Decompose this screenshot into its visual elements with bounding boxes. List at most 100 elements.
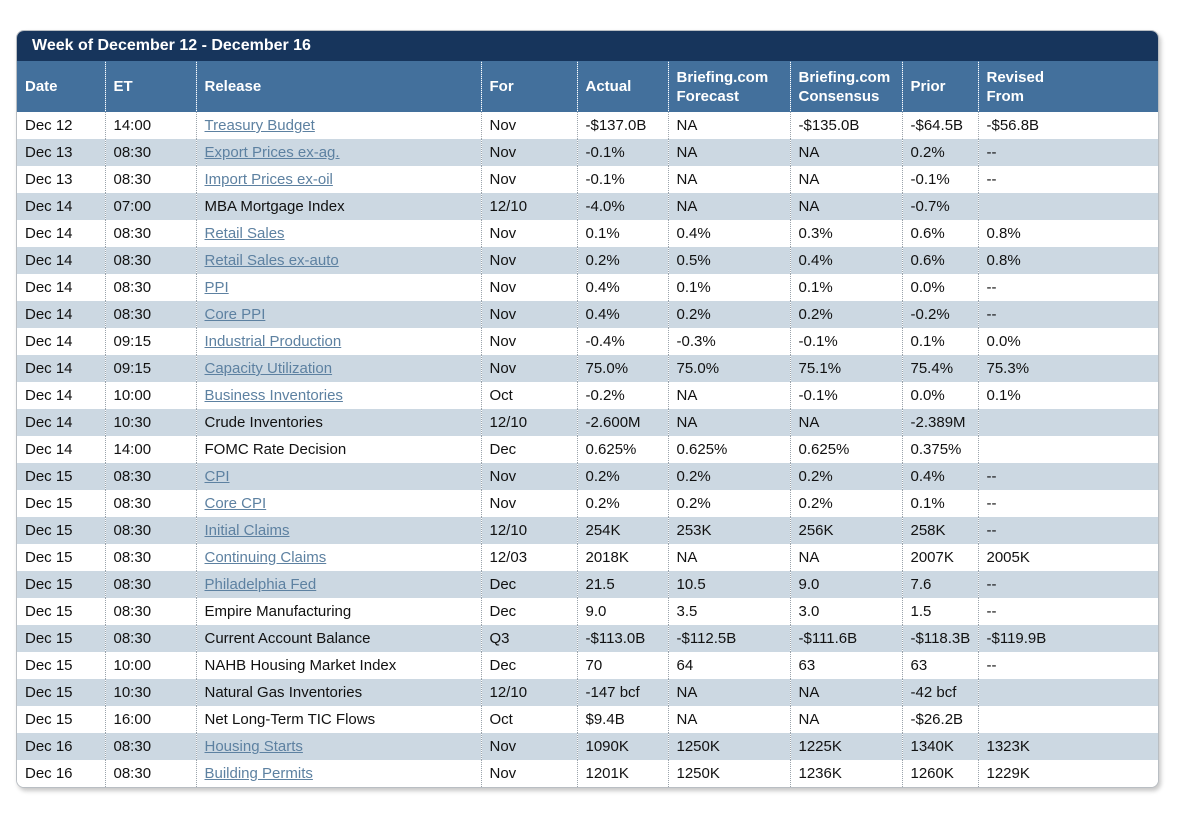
cell-actual: 0.4% [576, 301, 668, 328]
cell-et: 14:00 [104, 112, 196, 139]
cell-consensus: 1236K [789, 760, 902, 787]
cell-for: Nov [480, 247, 577, 274]
table-row: Dec 16 08:30 Housing Starts Nov 1090K 1250K 12… [17, 733, 1158, 760]
cell-forecast: 3.5 [667, 598, 790, 625]
cell-forecast: 0.625% [667, 436, 790, 463]
cell-release: Business Inventories [195, 382, 481, 409]
cell-et: 09:15 [104, 328, 196, 355]
cell-prior: -$26.2B [901, 706, 978, 733]
cell-consensus: 0.625% [789, 436, 902, 463]
cell-date: Dec 14 [25, 387, 73, 404]
table-row: Dec 15 08:30 Core CPI Nov 0.2% 0.2% 0.2% 0.1% -- [17, 490, 1158, 517]
cell-revised: -- [977, 139, 1158, 166]
cell-date: Dec 15 [25, 549, 73, 566]
cell-prior: 1260K [901, 760, 978, 787]
cell-et: 07:00 [104, 193, 196, 220]
release-link[interactable]: Industrial Production [204, 333, 342, 350]
cell-actual: 1201K [576, 760, 668, 787]
cell-date: Dec 15 [25, 576, 73, 593]
cell-date: Dec 15 [25, 684, 73, 701]
cell-revised: 1323K [977, 733, 1158, 760]
column-header-consensus: Briefing.com Consensus [789, 61, 902, 112]
release-link[interactable]: Initial Claims [204, 522, 290, 539]
cell-release: FOMC Rate Decision [195, 436, 481, 463]
cell-prior: 7.6 [901, 571, 978, 598]
cell-prior: 0.0% [901, 274, 978, 301]
cell-date: Dec 15 [25, 603, 73, 620]
release-link[interactable]: Core PPI [204, 306, 266, 323]
cell-prior: 63 [901, 652, 978, 679]
cell-for: Nov [480, 220, 577, 247]
cell-consensus: 75.1% [789, 355, 902, 382]
cell-date: Dec 14 [25, 225, 73, 242]
cell-prior: -$64.5B [901, 112, 978, 139]
cell-prior: 0.0% [901, 382, 978, 409]
cell-release: MBA Mortgage Index [195, 193, 481, 220]
release-link[interactable]: CPI [204, 468, 230, 485]
cell-revised: 0.8% [977, 247, 1158, 274]
cell-actual: $9.4B [576, 706, 668, 733]
cell-release: Import Prices ex-oil [195, 166, 481, 193]
table-row: Dec 14 14:00 FOMC Rate Decision Dec 0.625% 0.… [17, 436, 1158, 463]
release-link[interactable]: Core CPI [204, 495, 267, 512]
cell-forecast: NA [667, 112, 790, 139]
release-link[interactable]: Capacity Utilization [204, 360, 333, 377]
cell-revised: -- [977, 166, 1158, 193]
cell-actual: -0.1% [576, 166, 668, 193]
table-row: Dec 15 08:30 Continuing Claims 12/03 2018K NA… [17, 544, 1158, 571]
cell-consensus: NA [789, 679, 902, 706]
release-link[interactable]: Treasury Budget [204, 117, 315, 134]
cell-actual: 254K [576, 517, 668, 544]
cell-consensus: NA [789, 706, 902, 733]
cell-forecast: NA [667, 679, 790, 706]
cell-consensus: 0.1% [789, 274, 902, 301]
release-link[interactable]: Business Inventories [204, 387, 343, 404]
cell-actual: 0.625% [576, 436, 668, 463]
cell-release: Export Prices ex-ag. [195, 139, 481, 166]
release-link[interactable]: Export Prices ex-ag. [204, 144, 340, 161]
release-link[interactable]: Philadelphia Fed [204, 576, 317, 593]
cell-release: Empire Manufacturing [195, 598, 481, 625]
cell-et: 10:00 [104, 382, 196, 409]
column-header-for: For [480, 61, 577, 112]
cell-for: 12/10 [480, 679, 577, 706]
release-link[interactable]: Housing Starts [204, 738, 303, 755]
table-row: Dec 14 07:00 MBA Mortgage Index 12/10 -4.0% N… [17, 193, 1158, 220]
cell-et: 08:30 [104, 274, 196, 301]
cell-revised: 0.8% [977, 220, 1158, 247]
column-header-release: Release [195, 61, 481, 112]
cell-for: Nov [480, 274, 577, 301]
cell-for: Dec [480, 436, 577, 463]
cell-for: Dec [480, 598, 577, 625]
release-link[interactable]: Building Permits [204, 765, 313, 782]
cell-release: Initial Claims [195, 517, 481, 544]
cell-consensus: -0.1% [789, 382, 902, 409]
cell-date: Dec 13 [25, 171, 73, 188]
release-link[interactable]: PPI [204, 279, 229, 296]
cell-forecast: 0.4% [667, 220, 790, 247]
release-link[interactable]: Retail Sales ex-auto [204, 252, 339, 269]
cell-actual: 0.2% [576, 247, 668, 274]
cell-et: 10:00 [104, 652, 196, 679]
cell-et: 08:30 [104, 301, 196, 328]
release-link[interactable]: Import Prices ex-oil [204, 171, 333, 188]
cell-revised: 2005K [977, 544, 1158, 571]
table-row: Dec 14 08:30 PPI Nov 0.4% 0.1% 0.1% 0.0% -- [17, 274, 1158, 301]
cell-et: 08:30 [104, 571, 196, 598]
cell-for: Nov [480, 112, 577, 139]
calendar-title-bar: Week of December 12 - December 16 [17, 31, 1158, 61]
cell-consensus: NA [789, 193, 902, 220]
cell-date: Dec 15 [25, 711, 73, 728]
economic-calendar: Week of December 12 - December 16 Date ET… [16, 30, 1159, 788]
cell-for: Nov [480, 328, 577, 355]
release-link[interactable]: Continuing Claims [204, 549, 327, 566]
cell-et: 08:30 [104, 598, 196, 625]
cell-release: Industrial Production [195, 328, 481, 355]
cell-prior: 0.2% [901, 139, 978, 166]
cell-consensus: NA [789, 166, 902, 193]
cell-release: Retail Sales ex-auto [195, 247, 481, 274]
cell-date: Dec 16 [25, 738, 73, 755]
cell-revised: -- [977, 490, 1158, 517]
release-link[interactable]: Retail Sales [204, 225, 285, 242]
cell-consensus: NA [789, 544, 902, 571]
